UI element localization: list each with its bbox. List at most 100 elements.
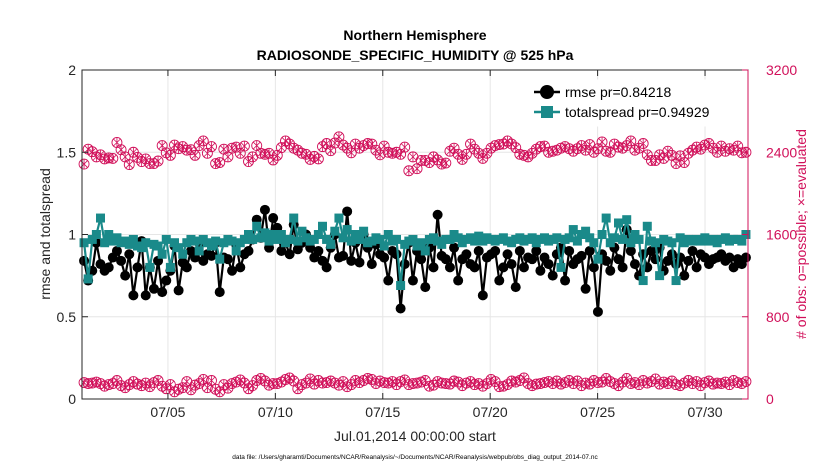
obs-marker-cross bbox=[474, 148, 483, 159]
obs-marker-cross bbox=[668, 376, 676, 387]
totalspread-point bbox=[91, 230, 101, 239]
obs-marker-cross bbox=[191, 150, 199, 161]
obs-marker-cross bbox=[129, 147, 138, 158]
obs-marker-cross bbox=[725, 143, 734, 154]
obs-marker-cross bbox=[322, 377, 331, 388]
obs-marker-cross bbox=[302, 149, 310, 160]
totalspread-point bbox=[408, 234, 418, 244]
obs-marker bbox=[522, 151, 534, 163]
rmse-point bbox=[518, 262, 529, 273]
totalspread-point bbox=[165, 262, 175, 272]
totalspread-point bbox=[416, 238, 426, 248]
rmse-point bbox=[683, 255, 694, 266]
totalspread-point bbox=[338, 233, 348, 243]
x-tick-label: 07/05 bbox=[150, 404, 185, 420]
totalspread-point bbox=[651, 238, 660, 248]
obs-marker-cross bbox=[298, 379, 306, 390]
totalspread-point bbox=[157, 249, 167, 259]
rmse-point bbox=[605, 265, 616, 276]
obs-marker bbox=[238, 140, 250, 152]
totalspread-point bbox=[392, 234, 401, 244]
obs-marker-cross bbox=[622, 373, 631, 384]
obs-marker bbox=[596, 136, 608, 148]
rmse-point bbox=[588, 262, 599, 273]
totalspread-point bbox=[104, 230, 114, 239]
x-axis-label: Jul.01,2014 00:00:00 start bbox=[334, 428, 496, 444]
rmse-point bbox=[498, 262, 509, 273]
rmse-point bbox=[506, 259, 517, 270]
obs-marker-cross bbox=[462, 149, 471, 160]
totalspread-point bbox=[630, 230, 640, 239]
rmse-point bbox=[366, 259, 377, 270]
rmse-point bbox=[338, 250, 349, 261]
obs-marker-cross bbox=[100, 381, 109, 392]
obs-marker-cross bbox=[141, 378, 150, 389]
obs-marker bbox=[506, 138, 518, 150]
totalspread-point bbox=[342, 225, 352, 235]
totalspread-point bbox=[420, 246, 430, 256]
totalspread-point bbox=[667, 238, 677, 248]
legend: rmse pr=0.84218 totalspread pr=0.94929 bbox=[529, 79, 743, 127]
rmse-point bbox=[173, 285, 184, 296]
obs-marker-cross bbox=[701, 140, 709, 151]
obs-marker-cross bbox=[314, 153, 323, 164]
obs-marker bbox=[526, 147, 538, 159]
rmse-point bbox=[181, 262, 192, 273]
totalspread-point bbox=[231, 246, 241, 256]
obs-marker bbox=[123, 159, 135, 171]
rmse-point bbox=[490, 245, 501, 256]
totalspread-point bbox=[293, 236, 303, 246]
obs-marker bbox=[378, 140, 390, 152]
rmse-point bbox=[416, 254, 427, 265]
totalspread-point bbox=[618, 234, 628, 244]
totalspread-point bbox=[153, 241, 163, 251]
obs-marker-cross bbox=[598, 136, 606, 147]
totalspread-point bbox=[227, 236, 237, 246]
obs-marker-cross bbox=[396, 376, 405, 387]
obs-marker bbox=[691, 376, 703, 387]
obs-marker-cross bbox=[289, 376, 298, 387]
totalspread-point bbox=[137, 243, 147, 253]
x-tick-label: 07/25 bbox=[580, 404, 615, 420]
rmse-point bbox=[601, 255, 612, 266]
obs-marker-cross bbox=[405, 165, 413, 176]
obs-marker-cross bbox=[585, 139, 594, 150]
obs-marker bbox=[115, 144, 127, 156]
obs-marker-cross bbox=[273, 378, 282, 389]
totalspread-point bbox=[626, 238, 636, 248]
rmse-point bbox=[420, 282, 431, 293]
legend-box bbox=[529, 79, 743, 127]
obs-marker-cross bbox=[322, 138, 331, 149]
totalspread-point bbox=[350, 230, 360, 239]
totalspread-point bbox=[552, 233, 562, 243]
obs-marker-cross bbox=[659, 153, 668, 164]
obs-marker bbox=[152, 155, 164, 167]
obs-marker-cross bbox=[442, 158, 450, 169]
rmse-point bbox=[646, 245, 657, 256]
obs-marker-cross bbox=[121, 151, 129, 162]
obs-marker-cross bbox=[207, 141, 216, 152]
obs-marker bbox=[465, 138, 476, 150]
totalspread-point bbox=[83, 274, 93, 284]
totalspread-point bbox=[289, 213, 299, 223]
obs-marker-cross bbox=[639, 138, 647, 149]
obs-marker bbox=[366, 138, 378, 150]
obs-marker-cross bbox=[133, 379, 142, 390]
obs-marker-cross bbox=[252, 140, 261, 151]
obs-marker-cross bbox=[466, 139, 475, 150]
totalspread-point bbox=[589, 238, 599, 248]
rmse-point bbox=[547, 270, 558, 281]
rmse-point bbox=[399, 259, 410, 270]
rmse-point bbox=[140, 290, 151, 301]
totalspread-point bbox=[437, 239, 447, 249]
obs-marker-cross bbox=[668, 150, 676, 161]
obs-marker-cross bbox=[413, 163, 421, 174]
obs-marker-cross bbox=[215, 386, 224, 397]
obs-marker-cross bbox=[409, 151, 417, 162]
totalspread-point bbox=[128, 234, 138, 244]
obs-marker-cross bbox=[220, 144, 228, 155]
totalspread-point bbox=[737, 236, 747, 246]
obs-marker bbox=[152, 375, 164, 386]
obs-marker-cross bbox=[511, 377, 520, 388]
rmse-point bbox=[284, 249, 295, 260]
